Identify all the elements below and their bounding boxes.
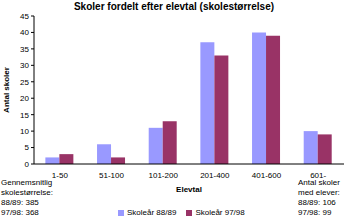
svg-text:40: 40 bbox=[20, 28, 29, 37]
svg-text:10: 10 bbox=[20, 127, 29, 136]
svg-text:5: 5 bbox=[25, 143, 30, 152]
svg-text:1-50: 1-50 bbox=[52, 171, 69, 180]
html-text:Skoler fordelt efter elevtal (: Skoler fordelt efter elevtal (skolestørr… bbox=[74, 1, 274, 12]
svg-text:35: 35 bbox=[20, 45, 29, 54]
svg-text:Antal skoler: Antal skoler bbox=[8, 67, 11, 113]
html-text:Antal skoler: Antal skoler bbox=[298, 178, 340, 187]
svg-text:15: 15 bbox=[20, 111, 29, 120]
html-text:Gennemsnitlig: Gennemsnitlig bbox=[1, 178, 53, 187]
svg-text:51-100: 51-100 bbox=[99, 171, 124, 180]
html-text:88/89: 385: 88/89: 385 bbox=[1, 198, 39, 207]
html-text:med elever:: med elever: bbox=[298, 188, 340, 197]
svg-text:25: 25 bbox=[20, 78, 29, 87]
svg-text:201-400: 201-400 bbox=[200, 171, 230, 180]
svg-text:30: 30 bbox=[20, 61, 29, 70]
svg-text:401-600: 401-600 bbox=[252, 171, 282, 180]
html-text:97/98: 368: 97/98: 368 bbox=[1, 208, 39, 217]
svg-text:601-: 601- bbox=[310, 170, 327, 180]
svg-text:0: 0 bbox=[25, 160, 30, 169]
html-text:88/89: 106: 88/89: 106 bbox=[298, 198, 336, 207]
svg-text:20: 20 bbox=[20, 94, 29, 103]
svg-text:45: 45 bbox=[20, 12, 29, 21]
html-text:Skoleår 97/98: Skoleår 97/98 bbox=[195, 208, 245, 217]
html-text:skolestørrelse:: skolestørrelse: bbox=[1, 188, 53, 197]
svg-text:101-200: 101-200 bbox=[148, 171, 178, 180]
svg-text:Elevtal: Elevtal bbox=[176, 185, 202, 194]
html-text:Skoleår 88/89: Skoleår 88/89 bbox=[127, 208, 177, 217]
html-text:97/98: 99: 97/98: 99 bbox=[298, 208, 332, 217]
